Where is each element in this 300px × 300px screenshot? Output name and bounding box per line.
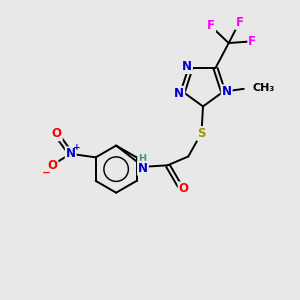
Text: CH₃: CH₃ (252, 83, 274, 93)
Text: O: O (178, 182, 189, 195)
Text: +: + (73, 143, 80, 152)
Text: H: H (138, 154, 146, 164)
Text: N: N (66, 147, 76, 160)
Text: F: F (236, 16, 244, 29)
Text: −: − (42, 168, 51, 178)
Text: F: F (207, 19, 215, 32)
Text: N: N (138, 162, 148, 175)
Text: N: N (182, 60, 192, 73)
Text: F: F (248, 35, 256, 48)
Text: S: S (197, 127, 206, 140)
Text: N: N (222, 85, 232, 98)
Text: O: O (52, 127, 62, 140)
Text: O: O (47, 159, 58, 172)
Text: N: N (174, 87, 184, 100)
